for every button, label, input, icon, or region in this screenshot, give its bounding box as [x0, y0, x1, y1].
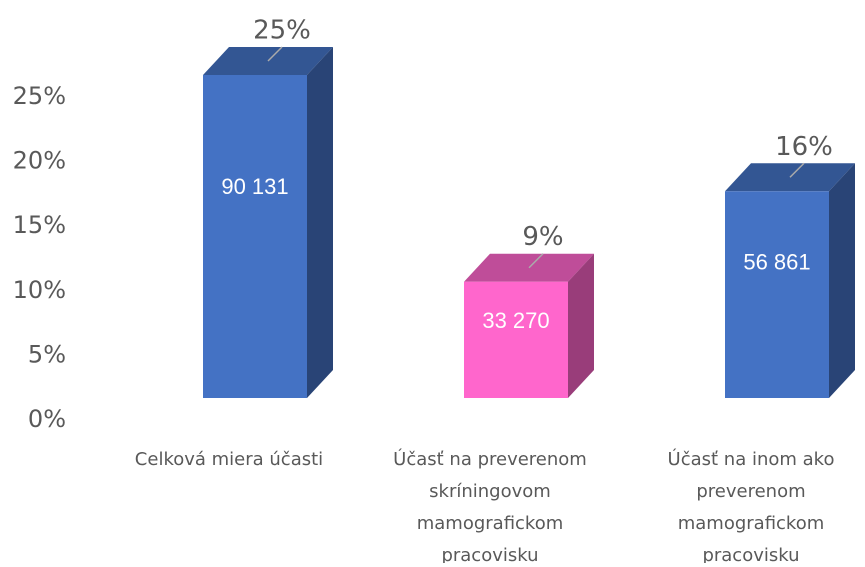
x-tick-label: pracovisku: [702, 545, 799, 563]
inner-label: 56 861: [743, 249, 810, 274]
x-tick-label: pracovisku: [441, 545, 538, 563]
x-tick-label: preverenom: [696, 481, 805, 502]
x-tick-label: Účasť na inom ako: [668, 448, 835, 470]
bar-side: [829, 163, 855, 398]
bar: [725, 163, 855, 398]
value-label: 25%: [253, 16, 311, 46]
value-label: 9%: [522, 222, 563, 252]
y-tick-label: 0%: [28, 405, 66, 433]
y-tick-label: 20%: [13, 147, 66, 175]
x-tick-label: Účasť na preverenom: [393, 448, 587, 470]
y-tick-label: 5%: [28, 340, 66, 368]
leader-line: [267, 46, 283, 62]
y-tick-label: 10%: [13, 276, 66, 304]
bar-side: [568, 253, 594, 398]
bar-front: [464, 281, 568, 398]
x-tick-label: mamografickom: [678, 513, 825, 534]
bar-side: [307, 47, 333, 398]
inner-label: 90 131: [221, 174, 288, 199]
y-tick-label: 15%: [13, 211, 66, 239]
leader-line: [528, 253, 544, 269]
bar: [464, 253, 594, 398]
x-tick-label: mamografickom: [417, 513, 564, 534]
x-tick-label: skríningovom: [429, 481, 551, 502]
leader-line: [789, 162, 805, 178]
inner-label: 33 270: [482, 308, 549, 333]
value-label: 16%: [775, 132, 833, 162]
bar-front: [203, 75, 307, 398]
x-tick-label: Celková miera účasti: [135, 449, 323, 470]
y-tick-label: 25%: [13, 82, 66, 110]
bar: [203, 47, 333, 398]
bar-front: [725, 191, 829, 398]
